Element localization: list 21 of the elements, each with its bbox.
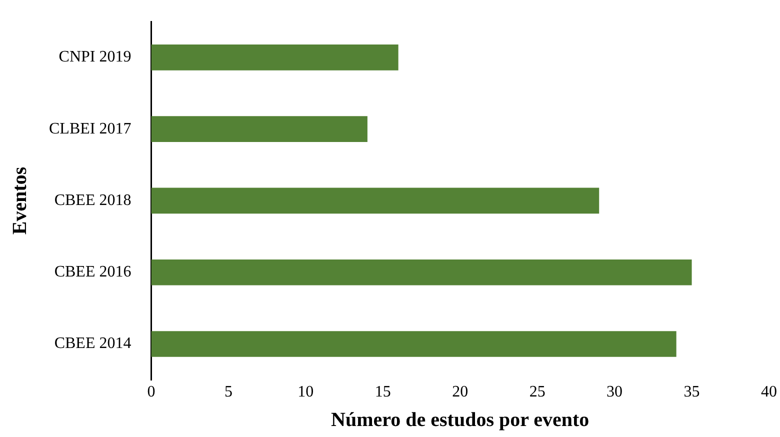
bar <box>151 116 368 142</box>
x-tick-label: 10 <box>298 384 314 401</box>
y-tick-label: CLBEI 2017 <box>49 120 132 138</box>
x-tick-label: 5 <box>224 384 232 401</box>
bar <box>151 331 676 357</box>
y-axis-title: Eventos <box>9 166 32 235</box>
x-tick-label: 20 <box>452 384 468 401</box>
y-tick-label: CBEE 2014 <box>54 335 132 352</box>
x-tick-label: 40 <box>761 384 777 401</box>
x-tick-label: 15 <box>374 384 391 401</box>
y-tick-label: CNPI 2019 <box>58 48 132 66</box>
bar <box>151 44 398 70</box>
x-tick-label: 25 <box>529 384 546 401</box>
x-tick-label: 30 <box>606 384 623 401</box>
bar <box>151 259 692 286</box>
y-tick-label: CBEE 2018 <box>54 192 132 209</box>
x-tick-label: 35 <box>684 384 700 401</box>
x-tick-label: 0 <box>147 384 156 401</box>
bar <box>151 188 600 214</box>
y-tick-label: CBEE 2016 <box>54 264 132 281</box>
x-axis-title: Número de estudos por evento <box>331 409 590 432</box>
